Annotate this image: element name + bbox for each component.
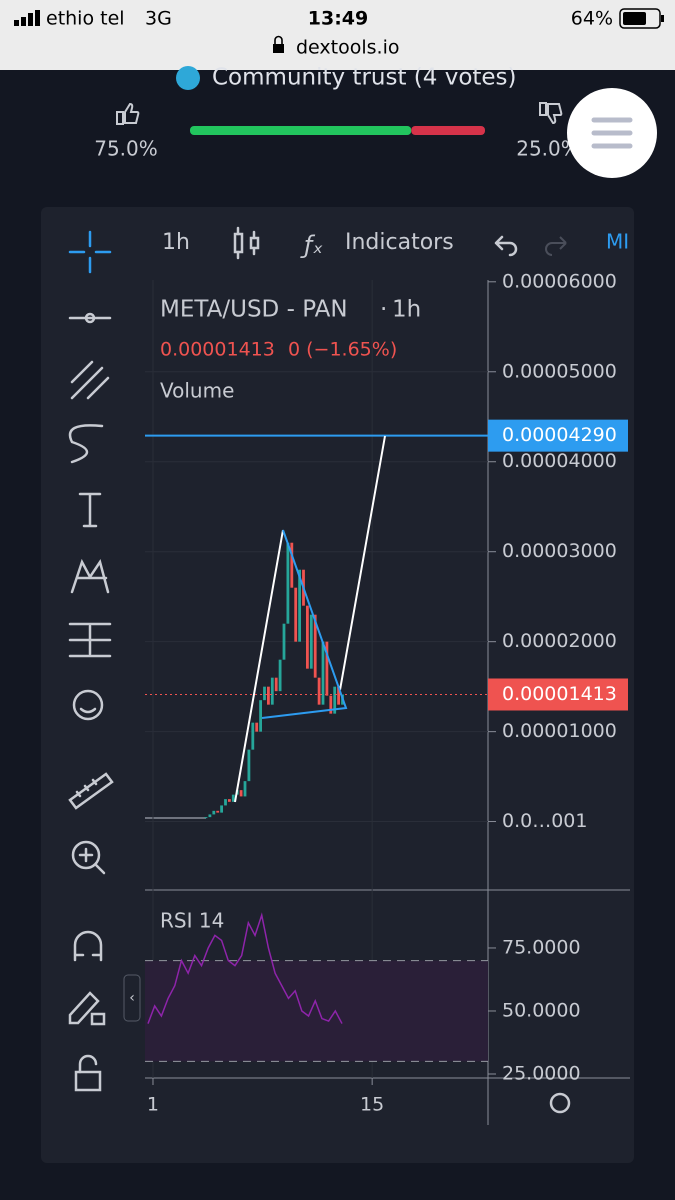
tool-icons [68, 230, 114, 1092]
symbol: META/USD - PAN [160, 297, 348, 323]
rsi-band [145, 960, 488, 1062]
candle [286, 542, 290, 624]
battery-text: 64% [571, 8, 613, 30]
candle [270, 677, 274, 705]
candle [220, 805, 223, 813]
y-tick-label: 0.00003000 [502, 540, 617, 562]
url[interactable]: dextools.io [296, 37, 399, 59]
legend-change: 0 (−1.65%) [288, 339, 397, 361]
candle [263, 686, 266, 701]
candle [259, 700, 262, 732]
candle [224, 799, 227, 806]
candle [204, 817, 208, 819]
rsi-tick-label: 25.0000 [502, 1062, 581, 1084]
legend-dot: · [380, 297, 387, 323]
time: 13:49 [308, 8, 368, 30]
rsi-line [147, 912, 343, 1024]
lock-icon [273, 35, 284, 53]
network: 3G [145, 8, 172, 30]
carrier: ethio tel [46, 8, 125, 30]
y-tick-label: 0.00005000 [502, 360, 617, 382]
settings-icon[interactable] [549, 1092, 571, 1114]
collapse-arrow: ‹ [129, 990, 135, 1006]
candle [267, 686, 270, 705]
y-tick-label: 0.0…001 [502, 810, 587, 832]
redo-icon[interactable] [545, 236, 567, 256]
candle [306, 605, 309, 669]
candle [278, 659, 282, 692]
info-icon [176, 66, 200, 90]
thumbs-down[interactable] [539, 102, 563, 125]
collapse-tab[interactable] [123, 974, 141, 1022]
candle [282, 623, 286, 660]
candle [212, 810, 216, 815]
price-label-box [488, 419, 628, 452]
price-label: 0.00004290 [502, 424, 617, 446]
candle [255, 722, 259, 732]
candle [294, 587, 298, 642]
candle [321, 641, 325, 705]
legend-interval: 1h [392, 297, 421, 323]
candle [309, 614, 313, 669]
vote-down-bar [411, 126, 485, 135]
volume-label: Volume [160, 379, 234, 403]
trust-title: Community trust (4 votes) [212, 65, 517, 91]
y-tick-label: 0.00001000 [502, 720, 617, 742]
rsi-tick-label: 50.0000 [502, 999, 581, 1021]
candle [317, 677, 321, 705]
candle [325, 641, 329, 696]
rsi-tick-label: 75.0000 [502, 936, 581, 958]
candle [337, 686, 340, 705]
interval-button[interactable]: 1h [162, 230, 190, 255]
last-price-label: 0.00001413 [502, 683, 617, 705]
y-tick-label: 0.00002000 [502, 630, 617, 652]
y-tick-label: 0.00006000 [502, 270, 617, 292]
x-tick-label: 15 [360, 1094, 384, 1116]
up-percent: 75.0% [94, 137, 158, 161]
candle [333, 686, 337, 714]
battery-icon [619, 8, 664, 29]
candle [208, 814, 212, 818]
vote-up-bar [190, 126, 412, 135]
candle [298, 569, 301, 642]
candle [290, 542, 294, 588]
undo-icon[interactable] [494, 235, 518, 257]
rsi-label: RSI 14 [160, 909, 224, 933]
candle [239, 790, 243, 797]
x-tick-label: 1 [147, 1094, 159, 1116]
fx-icon: ƒₓ [300, 231, 323, 259]
candle-icon[interactable] [233, 226, 260, 260]
candle [251, 722, 255, 750]
last-price-box [488, 678, 628, 711]
candle [274, 677, 278, 692]
candle [313, 614, 317, 678]
drawings [234, 435, 386, 803]
y-tick-label: 0.00004000 [502, 450, 617, 472]
candle [231, 794, 235, 802]
indicators-button[interactable]: Indicators [345, 230, 454, 255]
candle [228, 799, 231, 802]
status-bar [0, 0, 675, 70]
extra-button[interactable]: MI [606, 230, 629, 254]
signal-icon [14, 10, 40, 26]
candle [329, 695, 333, 714]
menu-icon [591, 117, 633, 149]
candle [247, 749, 251, 782]
legend-price: 0.00001413 [160, 339, 275, 361]
candle [243, 781, 247, 797]
candle [216, 810, 220, 813]
thumbs-up[interactable] [116, 102, 140, 125]
